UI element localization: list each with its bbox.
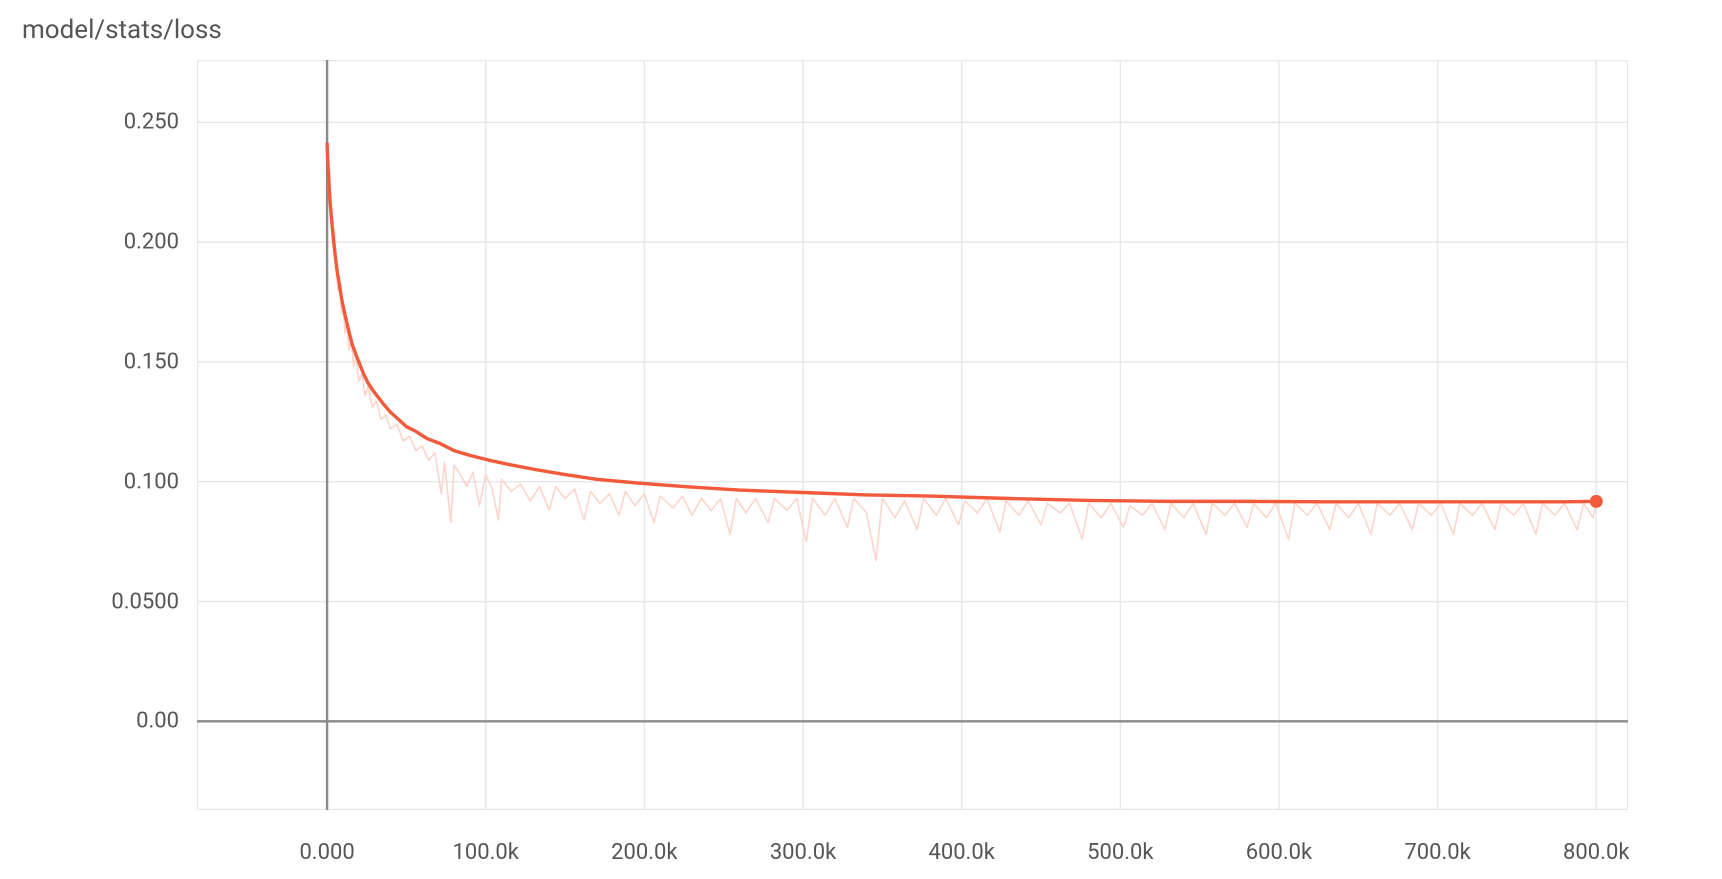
x-tick-label: 700.0k: [1404, 840, 1470, 865]
x-tick-label: 500.0k: [1087, 840, 1153, 865]
chart-title: model/stats/loss: [22, 15, 222, 45]
y-tick-label: 0.100: [0, 469, 179, 494]
x-tick-label: 600.0k: [1246, 840, 1312, 865]
y-tick-label: 0.150: [0, 349, 179, 374]
y-tick-label: 0.200: [0, 230, 179, 255]
x-tick-label: 400.0k: [928, 840, 994, 865]
y-tick-label: 0.00: [0, 709, 179, 734]
y-tick-label: 0.0500: [0, 589, 179, 614]
x-tick-label: 800.0k: [1563, 840, 1629, 865]
loss-chart: [197, 60, 1628, 810]
chart-svg: [197, 60, 1628, 810]
x-tick-label: 300.0k: [770, 840, 836, 865]
y-tick-label: 0.250: [0, 110, 179, 135]
x-tick-label: 100.0k: [453, 840, 519, 865]
x-tick-label: 0.000: [299, 840, 354, 865]
x-tick-label: 200.0k: [611, 840, 677, 865]
